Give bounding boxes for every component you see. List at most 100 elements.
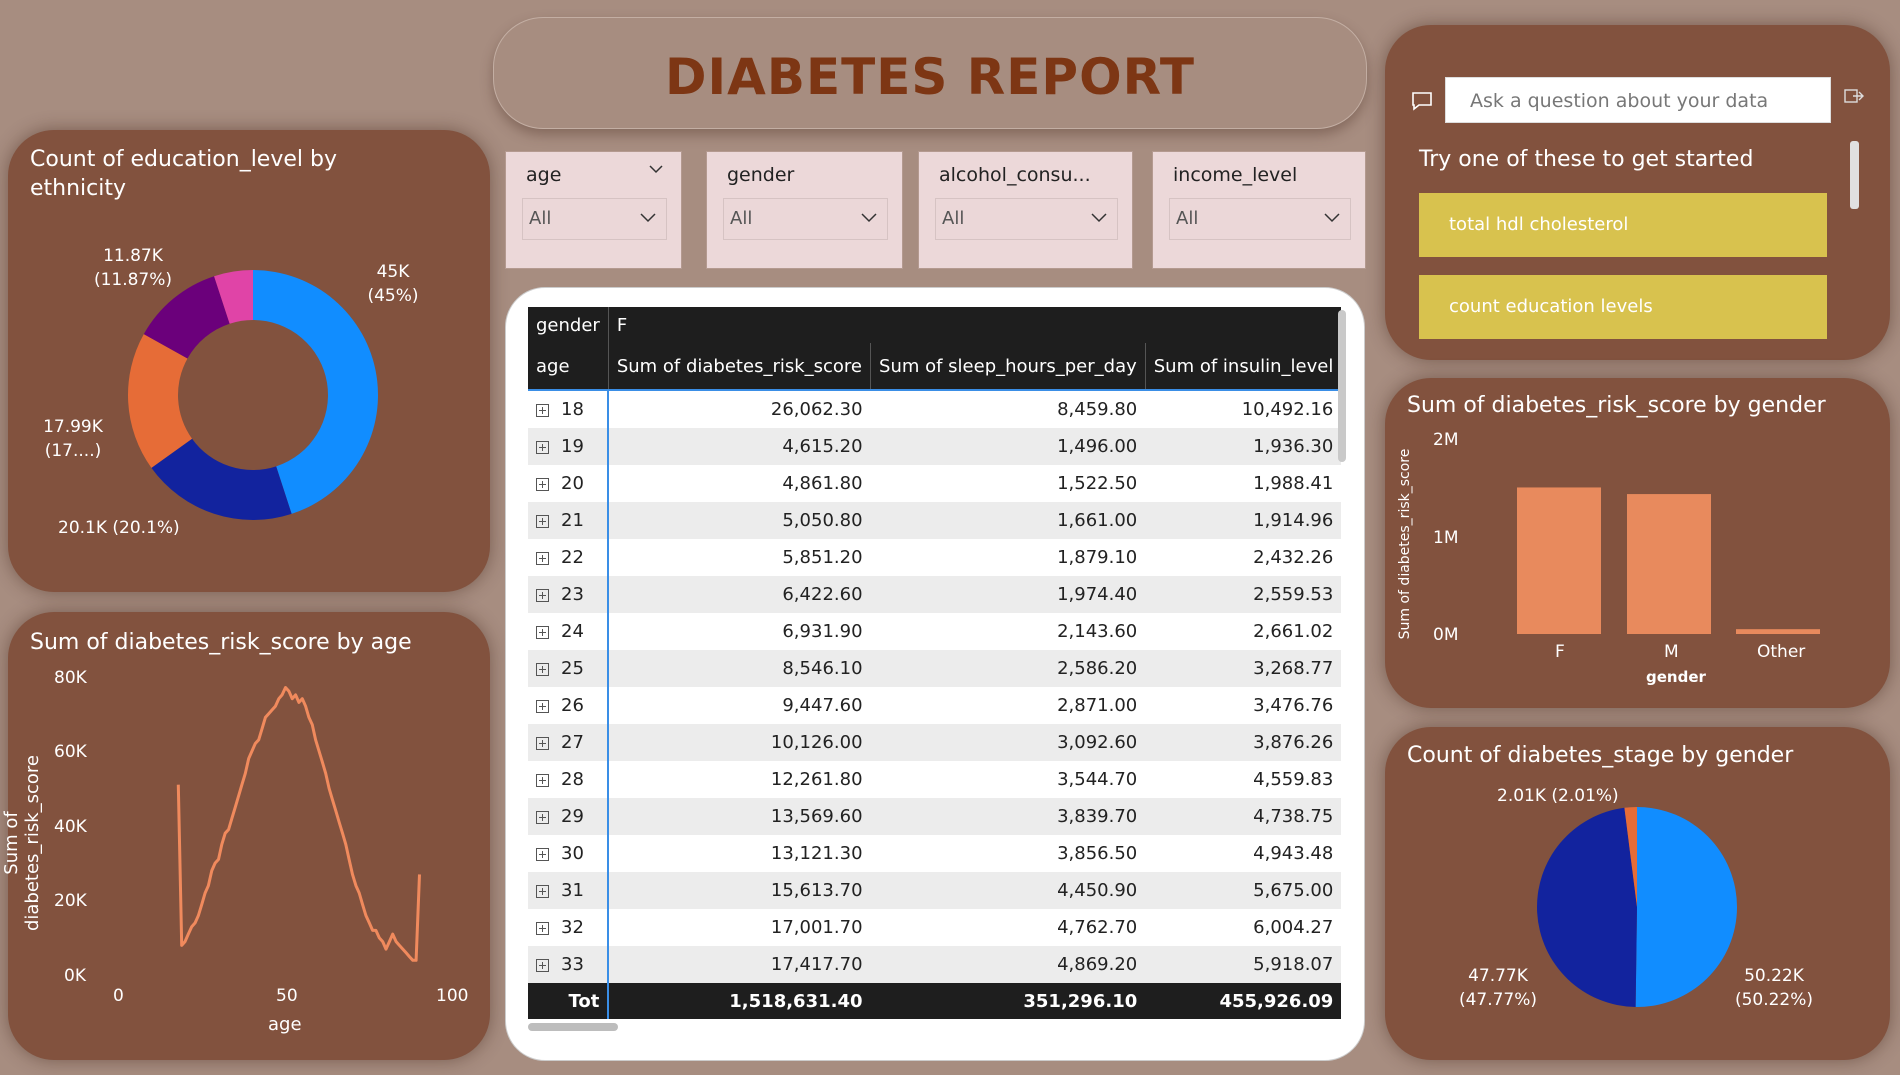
- table-row[interactable]: 20 4,861.80 1,522.50 1,988.41: [528, 465, 1341, 502]
- expand-icon[interactable]: [536, 699, 549, 713]
- slicer-gender[interactable]: gender All: [706, 151, 903, 269]
- donut-chart[interactable]: [8, 130, 490, 592]
- expand-icon[interactable]: [536, 403, 549, 417]
- expand-icon[interactable]: [536, 736, 549, 750]
- table-cell: 4,615.20: [608, 428, 871, 465]
- table-cell: 3,876.26: [1145, 724, 1342, 761]
- horizontal-scrollbar[interactable]: [528, 1023, 618, 1031]
- line-chart-panel[interactable]: Sum of diabetes_risk_score by age Sum of…: [1, 612, 490, 1060]
- expand-icon[interactable]: [536, 477, 549, 491]
- col-header-insulin[interactable]: Sum of insulin_level: [1145, 343, 1342, 391]
- pie-slice[interactable]: [253, 270, 378, 514]
- expand-icon[interactable]: [536, 588, 549, 602]
- table-row[interactable]: 29 13,569.60 3,839.70 4,738.75: [528, 798, 1342, 835]
- table-row[interactable]: 26 9,447.60 2,871.00 3,476.76: [528, 687, 1341, 724]
- slicer-gender-dropdown[interactable]: All: [723, 198, 888, 240]
- line-series[interactable]: [176, 686, 421, 962]
- total-label: Tot: [528, 983, 610, 1019]
- expand-icon[interactable]: [536, 514, 549, 528]
- matrix-table[interactable]: gender F age Sum of diabetes_risk_score …: [528, 307, 1342, 1019]
- pie-slice[interactable]: [1537, 807, 1637, 1007]
- table-row[interactable]: 33 17,417.70 4,869.20 5,918.07: [528, 946, 1342, 983]
- expand-icon[interactable]: [536, 884, 549, 898]
- table-row[interactable]: 32 17,001.70 4,762.70 6,004.27: [528, 909, 1341, 946]
- slicer-age[interactable]: age All: [505, 151, 682, 269]
- chevron-down-icon: [861, 213, 877, 223]
- expand-icon[interactable]: [536, 440, 549, 454]
- pie-slice[interactable]: [1635, 807, 1738, 1007]
- line-xtick: 50: [276, 986, 298, 1006]
- qa-suggestion[interactable]: total hdl cholesterol: [1419, 193, 1827, 257]
- table-row[interactable]: 28 12,261.80 3,544.70 4,559.83: [528, 761, 1341, 798]
- qa-scrollbar[interactable]: [1850, 141, 1859, 209]
- expand-icon[interactable]: [536, 662, 549, 676]
- donut-chart-panel[interactable]: Count of education_level by ethnicity 45…: [8, 130, 490, 592]
- col-header-sleep[interactable]: Sum of sleep_hours_per_day: [870, 343, 1146, 391]
- bar[interactable]: [1736, 629, 1820, 634]
- pie-label-other: 2.01K (2.01%): [1497, 786, 1619, 806]
- row-age-cell: 21: [528, 502, 610, 539]
- table-cell: 4,861.80: [782, 473, 863, 494]
- table-cell: 9,447.60: [782, 695, 863, 716]
- pie-slice[interactable]: [1624, 807, 1637, 907]
- chevron-down-icon: [640, 213, 656, 223]
- table-row[interactable]: 18 26,062.30 8,459.80 10,492.16: [528, 390, 1341, 428]
- expand-icon[interactable]: [536, 551, 549, 565]
- col-header-gender-value[interactable]: F: [608, 307, 1342, 343]
- slicer-alcohol[interactable]: alcohol_consu... All: [918, 151, 1133, 269]
- slicer-age-dropdown[interactable]: All: [522, 198, 667, 240]
- table-cell: 1,914.96: [1145, 502, 1342, 539]
- bar-chart[interactable]: [1385, 378, 1890, 708]
- vertical-scrollbar[interactable]: [1338, 310, 1346, 462]
- bar[interactable]: [1627, 494, 1711, 634]
- table-row[interactable]: 21 5,050.80 1,661.00 1,914.96: [528, 502, 1342, 539]
- table-cell: 2,559.53: [1145, 576, 1342, 613]
- pie-slice[interactable]: [151, 438, 292, 520]
- table-row[interactable]: 31 15,613.70 4,450.90 5,675.00: [528, 872, 1342, 909]
- row-age-cell: 22: [528, 539, 610, 576]
- col-header-risk[interactable]: Sum of diabetes_risk_score: [608, 343, 872, 391]
- matrix-body: 18 26,062.30 8,459.80 10,492.16 19 4,615.20 1,…: [528, 390, 1342, 983]
- line-xtick: 100: [436, 986, 469, 1006]
- pie-chart[interactable]: [1385, 727, 1890, 1060]
- line-chart[interactable]: [8, 612, 490, 1060]
- expand-icon[interactable]: [536, 958, 549, 972]
- pie-slice[interactable]: [128, 334, 193, 468]
- bar[interactable]: [1517, 487, 1601, 634]
- table-row[interactable]: 27 10,126.00 3,092.60 3,876.26: [528, 724, 1342, 761]
- slicer-income-dropdown[interactable]: All: [1169, 198, 1351, 240]
- table-row[interactable]: 19 4,615.20 1,496.00 1,936.30: [528, 428, 1342, 465]
- chevron-down-icon[interactable]: [649, 162, 663, 176]
- col-header-gender[interactable]: gender: [528, 307, 609, 343]
- share-icon[interactable]: [1843, 87, 1865, 107]
- row-age-cell: 20: [528, 465, 610, 502]
- slicer-alcohol-dropdown[interactable]: All: [935, 198, 1118, 240]
- slicer-income[interactable]: income_level All: [1152, 151, 1366, 269]
- table-row[interactable]: 25 8,546.10 2,586.20 3,268.77: [528, 650, 1342, 687]
- table-cell: 2,871.00: [1057, 695, 1138, 716]
- qa-suggestion[interactable]: count education levels: [1419, 275, 1827, 339]
- donut-label-b: 20.1K (20.1%): [58, 518, 180, 538]
- row-age-cell: 29: [528, 798, 610, 835]
- donut-label-c: 17.99K (17....): [43, 417, 103, 461]
- expand-icon[interactable]: [536, 773, 549, 787]
- expand-icon[interactable]: [536, 810, 549, 824]
- qa-input[interactable]: Ask a question about your data: [1445, 77, 1831, 123]
- expand-icon[interactable]: [536, 625, 549, 639]
- qa-panel[interactable]: Ask a question about your data Try one o…: [1385, 25, 1890, 360]
- pie-slice[interactable]: [143, 276, 230, 359]
- bar-chart-panel[interactable]: Sum of diabetes_risk_score by gender Sum…: [1385, 378, 1890, 708]
- row-age-label: 29: [561, 806, 584, 827]
- table-row[interactable]: 23 6,422.60 1,974.40 2,559.53: [528, 576, 1342, 613]
- table-row[interactable]: 22 5,851.20 1,879.10 2,432.26: [528, 539, 1341, 576]
- table-row[interactable]: 24 6,931.90 2,143.60 2,661.02: [528, 613, 1341, 650]
- matrix-panel[interactable]: gender F age Sum of diabetes_risk_score …: [505, 287, 1365, 1061]
- pie-chart-panel[interactable]: Count of diabetes_stage by gender 2.01K …: [1385, 727, 1890, 1060]
- pie-slice[interactable]: [214, 270, 253, 324]
- row-age-cell: 19: [528, 428, 610, 465]
- table-row[interactable]: 30 13,121.30 3,856.50 4,943.48: [528, 835, 1341, 872]
- row-age-label: 21: [561, 510, 584, 531]
- expand-icon[interactable]: [536, 921, 549, 935]
- col-header-age[interactable]: age: [528, 343, 609, 391]
- expand-icon[interactable]: [536, 847, 549, 861]
